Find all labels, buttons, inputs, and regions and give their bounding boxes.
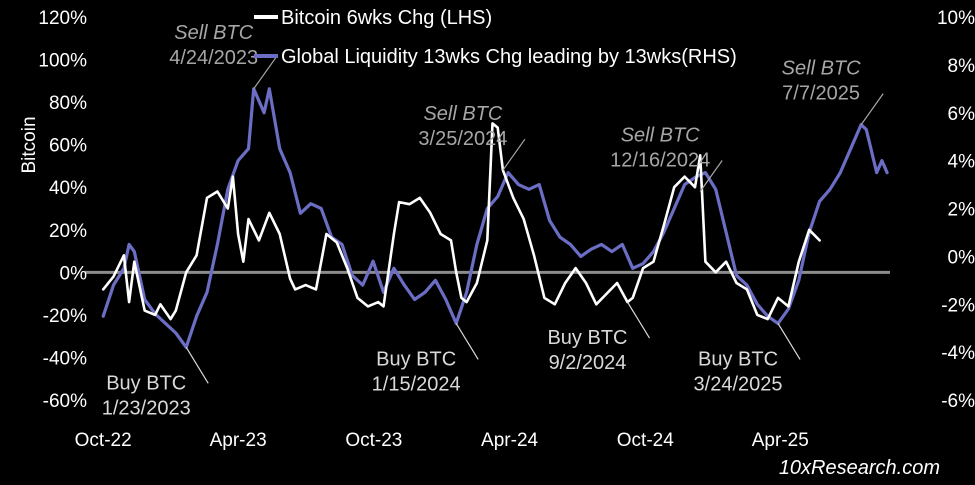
annotation-buy: Buy BTC 1/23/2023 (102, 347, 209, 419)
legend: Bitcoin 6wks Chg (LHS) Global Liquidity … (254, 7, 737, 68)
annotation-title: Buy BTC (698, 348, 778, 370)
x-tick-label: Oct-22 (75, 430, 132, 451)
left-tick-label: -60% (43, 391, 87, 412)
annotation-leader (502, 138, 526, 171)
annotation-date: 1/15/2024 (372, 373, 461, 395)
annotation-date: 1/23/2023 (102, 397, 191, 419)
right-tick-label: 2% (948, 200, 975, 221)
right-tick-label: 0% (948, 247, 975, 268)
left-tick-label: 80% (49, 93, 87, 114)
y-axis-label: Bitcoin (19, 116, 40, 173)
left-tick-label: 0% (60, 263, 88, 284)
annotation-date: 7/7/2025 (782, 83, 860, 105)
annotation-buy: Buy BTC 9/2/2024 (547, 301, 651, 374)
source-label: 10xResearch.com (779, 457, 940, 479)
series-line-liquidity (101, 87, 889, 349)
x-tick-label: Oct-23 (345, 430, 402, 451)
left-tick-label: 60% (49, 136, 87, 157)
right-tick-label: 6% (948, 104, 975, 125)
right-tick-label: -2% (941, 295, 975, 316)
annotation-sell: Sell BTC 4/24/2023 (169, 22, 277, 90)
x-tick-label: Apr-25 (752, 430, 809, 451)
annotation-date: 3/25/2024 (418, 128, 507, 150)
x-tick-label: Oct-24 (617, 430, 674, 451)
right-tick-label: 8% (948, 56, 975, 77)
left-tick-label: 40% (49, 178, 87, 199)
axis-layer: -60% -40% -20% 0% 20% 40% 60% 80% 100% 120% -6% -4%… (38, 8, 975, 451)
annotation-sell: Sell BTC 3/25/2024 (418, 103, 526, 171)
x-tick-label: Apr-23 (210, 430, 267, 451)
annotation-date: 12/16/2024 (610, 149, 710, 171)
annotation-sell: Sell BTC 12/16/2024 (610, 124, 723, 192)
annotation-date: 9/2/2024 (549, 352, 627, 374)
annotation-title: Sell BTC (782, 58, 861, 80)
x-tick-label: Apr-24 (481, 430, 538, 451)
annotation-title: Buy BTC (547, 327, 627, 349)
annotation-leader (860, 93, 884, 126)
annotation-leader (699, 160, 723, 192)
legend-label-bitcoin: Bitcoin 6wks Chg (LHS) (281, 7, 492, 29)
right-tick-label: -4% (941, 343, 975, 364)
annotation-leader (777, 323, 801, 360)
series-layer (101, 87, 889, 349)
annotation-title: Buy BTC (106, 372, 186, 394)
annotation-title: Sell BTC (621, 124, 700, 146)
annotation-leader (455, 323, 479, 360)
annotation-date: 4/24/2023 (169, 47, 258, 69)
right-tick-label: 10% (937, 8, 975, 29)
left-tick-label: 120% (38, 8, 87, 29)
annotation-sell: Sell BTC 7/7/2025 (782, 58, 884, 126)
annotation-title: Buy BTC (376, 348, 456, 370)
right-tick-label: -6% (941, 391, 975, 412)
annotation-title: Sell BTC (174, 22, 253, 44)
annotation-date: 3/24/2025 (694, 373, 783, 395)
annotation-leader (626, 301, 651, 339)
right-tick-label: 4% (948, 152, 975, 173)
left-tick-label: 20% (49, 221, 87, 242)
annotation-leader (185, 347, 209, 384)
left-tick-label: -20% (43, 306, 87, 327)
annotation-buy: Buy BTC 1/15/2024 (372, 323, 479, 395)
series-line-bitcoin (101, 122, 821, 321)
annotation-buy: Buy BTC 3/24/2025 (694, 323, 801, 395)
annotation-leader (253, 57, 277, 90)
annotation-title: Sell BTC (423, 103, 502, 125)
left-tick-label: -40% (43, 348, 87, 369)
left-tick-label: 100% (38, 51, 87, 72)
legend-label-liquidity: Global Liquidity 13wks Chg leading by 13… (281, 46, 737, 68)
